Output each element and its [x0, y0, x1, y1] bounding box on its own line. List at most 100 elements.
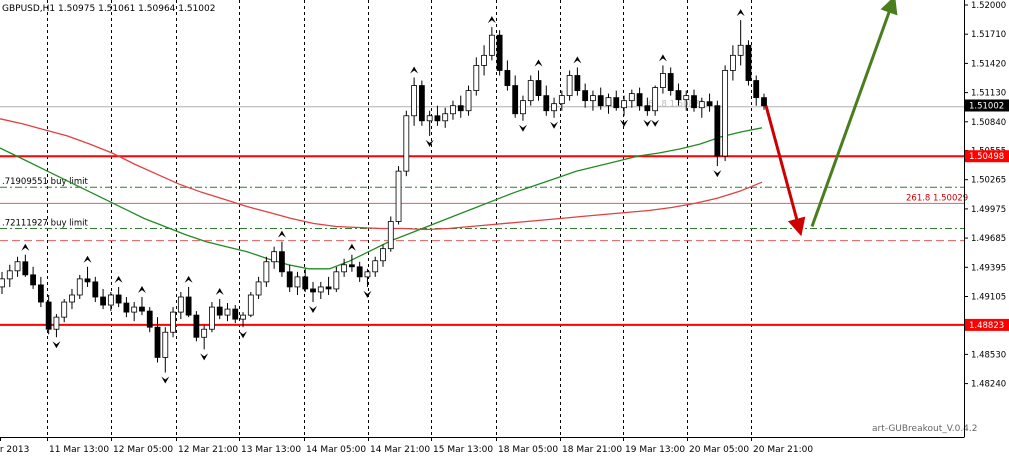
- fractal-up-marker: [410, 66, 419, 74]
- candle-body: [590, 95, 596, 102]
- fractal-down-marker: [239, 331, 248, 339]
- candle-body: [387, 221, 394, 250]
- fractal-down-marker: [309, 306, 318, 314]
- candle-body: [0, 278, 5, 288]
- candle-body: [761, 97, 767, 107]
- candle-body: [411, 85, 418, 117]
- fractal-up-marker: [83, 255, 92, 263]
- fractal-up-marker: [215, 288, 224, 296]
- candle-body: [271, 251, 278, 263]
- candle-body: [597, 95, 604, 107]
- candle-body: [512, 85, 519, 115]
- candle-body: [403, 115, 410, 172]
- candle-body: [543, 95, 550, 112]
- candle-body: [154, 326, 161, 358]
- watermark: art-GUBreakout_V.0.4.2: [872, 424, 978, 434]
- candle-body: [170, 311, 176, 333]
- candle-body: [675, 90, 682, 101]
- moving-average-line: [0, 127, 763, 270]
- candle-body: [574, 75, 581, 91]
- price-tick-label: 1.49105: [971, 292, 1006, 302]
- level-price-label: 1.50498: [969, 152, 1004, 162]
- price-tick-label: 1.49395: [971, 263, 1006, 273]
- fractal-down-marker: [550, 121, 559, 129]
- candle-body: [753, 80, 760, 99]
- candle-body: [364, 271, 371, 278]
- candle-body: [37, 284, 44, 303]
- candle-body: [356, 266, 363, 278]
- fractal-down-marker: [425, 139, 434, 147]
- candle-body: [45, 301, 52, 330]
- candle-body: [504, 70, 511, 86]
- candle-body: [53, 316, 60, 330]
- time-tick-label: 19 Mar 13:00: [625, 445, 685, 455]
- fractal-up-marker: [573, 56, 582, 64]
- level-price-label: 1.48823: [969, 321, 1004, 331]
- candle-body: [263, 261, 270, 283]
- candle-body: [232, 308, 239, 320]
- candle-body: [76, 278, 83, 296]
- vertical-grid: [47, 0, 752, 437]
- price-tick-label: 1.49975: [971, 205, 1006, 215]
- price-tick-label: 1.52000: [971, 1, 1006, 11]
- candle-body: [193, 314, 200, 338]
- candle-body: [209, 306, 215, 330]
- symbol-header: GBPUSD,H1 1.50975 1.51061 1.50964 1.5100…: [2, 4, 215, 14]
- candle-body: [247, 294, 254, 316]
- fibo-label: 261.8 1.50029: [906, 193, 968, 203]
- candle-body: [69, 294, 75, 303]
- candle-body: [6, 270, 13, 280]
- price-tick-label: 1.48530: [971, 350, 1006, 360]
- candle-body: [434, 115, 441, 122]
- candle-body: [714, 105, 721, 157]
- price-tick-label: 1.50840: [971, 118, 1006, 128]
- current-price-label: 1.51002: [969, 101, 1004, 111]
- forecast-arrow: [810, 0, 898, 228]
- candle-body: [84, 278, 91, 283]
- candle-body: [488, 34, 495, 56]
- price-tick-label: 1.51130: [971, 89, 1006, 99]
- candle-body: [310, 288, 316, 293]
- level-price-box: [965, 318, 1009, 331]
- fractal-down-marker: [651, 119, 660, 127]
- candle-body: [185, 296, 192, 316]
- moving-averages: [0, 118, 763, 270]
- candle-body: [317, 286, 324, 293]
- time-tick-label: 18 Mar 05:00: [498, 445, 558, 455]
- candle-body: [628, 93, 635, 102]
- candles: [0, 20, 767, 373]
- candle-body: [286, 271, 293, 288]
- candle-body: [279, 251, 285, 273]
- candle-body: [216, 306, 223, 316]
- time-tick-label: 13 Mar 13:00: [241, 445, 301, 455]
- candle-body: [722, 70, 729, 157]
- moving-average-line: [0, 118, 763, 231]
- candle-body: [372, 260, 379, 273]
- price-tick-label: 1.48240: [971, 380, 1006, 390]
- candle-body: [644, 105, 651, 112]
- candle-body: [14, 261, 21, 272]
- price-tick-label: 1.50265: [971, 176, 1006, 186]
- candle-body: [418, 85, 425, 122]
- candle-body: [481, 54, 487, 66]
- buy-limit-label: .71909551 buy limit: [2, 177, 89, 187]
- fractal-up-marker: [534, 59, 543, 67]
- candle-body: [496, 34, 503, 71]
- candle-body: [605, 97, 612, 107]
- candle-body: [683, 95, 690, 101]
- fractal-up-marker: [114, 275, 123, 283]
- candle-body: [224, 308, 231, 316]
- candle-body: [325, 286, 332, 290]
- fractal-down-marker: [161, 376, 170, 384]
- candle-body: [22, 261, 29, 276]
- candle-body: [107, 294, 114, 306]
- fractal-up-marker: [184, 275, 193, 283]
- candle-body: [61, 301, 68, 318]
- candle-body: [737, 44, 744, 56]
- candle-body: [558, 95, 565, 105]
- fractal-down-marker: [363, 290, 372, 298]
- candle-body: [745, 44, 752, 81]
- price-tick-label: 1.49685: [971, 234, 1006, 244]
- candle-body: [465, 90, 472, 112]
